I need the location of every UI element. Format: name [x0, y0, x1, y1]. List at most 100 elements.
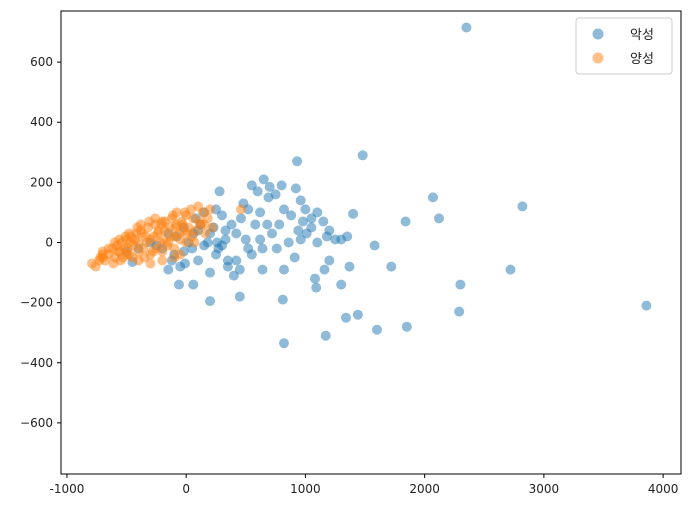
data-point: [369, 240, 380, 251]
legend-marker: [592, 52, 604, 64]
data-point: [231, 228, 242, 239]
data-point: [159, 216, 170, 227]
y-tick-label: −600: [20, 416, 53, 430]
data-point: [641, 300, 652, 311]
data-point: [311, 282, 322, 293]
data-point: [257, 243, 268, 254]
data-point: [199, 219, 210, 230]
data-point: [255, 234, 266, 245]
data-point: [434, 213, 444, 224]
data-point: [222, 255, 233, 266]
data-point: [454, 306, 465, 317]
data-point: [220, 225, 231, 236]
data-point: [283, 237, 294, 248]
data-point: [180, 207, 190, 218]
data-point: [236, 204, 246, 215]
data-point: [386, 261, 397, 272]
data-point: [319, 264, 330, 275]
y-tick-label: −200: [20, 296, 53, 310]
x-tick-label: -1000: [50, 482, 85, 496]
data-point: [174, 279, 184, 290]
data-point: [290, 183, 301, 194]
points-layer: [87, 22, 652, 349]
data-point: [145, 258, 156, 269]
data-point: [236, 213, 246, 224]
data-point: [133, 255, 144, 266]
data-point: [348, 208, 359, 219]
data-point: [341, 312, 351, 323]
data-point: [455, 279, 466, 290]
data-point: [124, 228, 134, 239]
data-point: [150, 213, 161, 224]
data-point: [200, 228, 211, 239]
legend-box: [575, 17, 673, 75]
data-point: [320, 330, 331, 341]
data-point: [357, 150, 368, 161]
data-point: [279, 338, 289, 349]
legend-label: 양성: [630, 52, 654, 67]
data-point: [306, 222, 317, 233]
series-2: [87, 201, 246, 272]
data-point: [212, 237, 223, 248]
data-point: [517, 201, 528, 212]
data-point: [461, 22, 472, 33]
data-point: [165, 231, 176, 242]
data-point: [342, 231, 353, 242]
y-tick-label: −400: [20, 356, 53, 370]
data-point: [352, 309, 363, 320]
data-point: [330, 234, 341, 245]
x-tick-label: 0: [182, 482, 190, 496]
data-point: [318, 216, 329, 227]
data-point: [243, 243, 254, 254]
data-point: [270, 189, 281, 200]
data-point: [264, 181, 275, 192]
data-point: [207, 222, 218, 233]
data-point: [292, 156, 303, 167]
data-point: [193, 255, 204, 266]
data-point: [271, 243, 282, 254]
data-point: [298, 216, 308, 227]
data-point: [234, 264, 245, 275]
data-point: [157, 246, 168, 257]
data-point: [205, 267, 215, 278]
data-point: [220, 234, 231, 245]
data-point: [240, 234, 251, 245]
data-point: [189, 237, 200, 248]
data-point: [306, 213, 317, 224]
data-point: [108, 258, 119, 269]
data-point: [205, 296, 215, 307]
data-point: [188, 279, 199, 290]
data-point: [97, 249, 108, 260]
data-point: [141, 237, 152, 248]
data-point: [175, 249, 186, 260]
data-point: [274, 219, 285, 230]
data-point: [336, 279, 347, 290]
data-point: [182, 228, 193, 239]
data-point: [250, 219, 261, 230]
data-point: [279, 264, 289, 275]
data-point: [234, 291, 245, 302]
data-point: [324, 255, 335, 266]
x-tick-label: 1000: [290, 482, 321, 496]
data-point: [180, 258, 190, 269]
data-point: [295, 195, 306, 206]
data-point: [300, 204, 311, 215]
legend-marker: [592, 28, 604, 40]
data-point: [243, 204, 254, 215]
x-tick-label: 2000: [409, 482, 440, 496]
data-point: [277, 294, 288, 305]
y-tick-label: 600: [30, 55, 53, 69]
data-point: [163, 264, 174, 275]
data-point: [113, 246, 124, 257]
data-point: [312, 237, 323, 248]
data-point: [231, 255, 242, 266]
data-point: [257, 264, 268, 275]
data-point: [372, 324, 382, 335]
data-point: [262, 219, 273, 230]
data-point: [214, 186, 225, 197]
y-tick-label: 200: [30, 175, 53, 189]
data-point: [289, 252, 300, 263]
x-tick-label: 4000: [648, 482, 679, 496]
data-point: [157, 255, 168, 266]
